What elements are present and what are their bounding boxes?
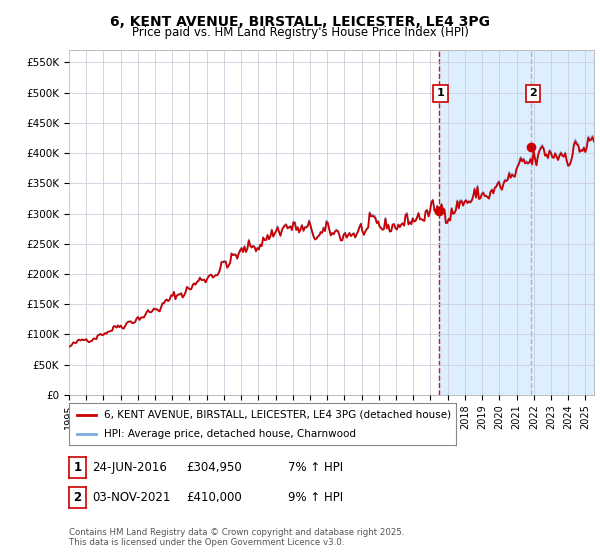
Text: £304,950: £304,950 bbox=[186, 461, 242, 474]
Text: Contains HM Land Registry data © Crown copyright and database right 2025.
This d: Contains HM Land Registry data © Crown c… bbox=[69, 528, 404, 547]
Text: 1: 1 bbox=[437, 88, 445, 99]
Bar bbox=[439, 50, 594, 395]
Text: 2: 2 bbox=[73, 491, 82, 504]
Text: 9% ↑ HPI: 9% ↑ HPI bbox=[288, 491, 343, 504]
Text: Price paid vs. HM Land Registry's House Price Index (HPI): Price paid vs. HM Land Registry's House … bbox=[131, 26, 469, 39]
Text: 1: 1 bbox=[73, 461, 82, 474]
Text: 6, KENT AVENUE, BIRSTALL, LEICESTER, LE4 3PG (detached house): 6, KENT AVENUE, BIRSTALL, LEICESTER, LE4… bbox=[104, 409, 451, 419]
Text: 03-NOV-2021: 03-NOV-2021 bbox=[92, 491, 170, 504]
Text: 24-JUN-2016: 24-JUN-2016 bbox=[92, 461, 167, 474]
Text: HPI: Average price, detached house, Charnwood: HPI: Average price, detached house, Char… bbox=[104, 429, 356, 439]
Text: 6, KENT AVENUE, BIRSTALL, LEICESTER, LE4 3PG: 6, KENT AVENUE, BIRSTALL, LEICESTER, LE4… bbox=[110, 15, 490, 29]
Text: 7% ↑ HPI: 7% ↑ HPI bbox=[288, 461, 343, 474]
Text: £410,000: £410,000 bbox=[186, 491, 242, 504]
Text: 2: 2 bbox=[529, 88, 536, 99]
